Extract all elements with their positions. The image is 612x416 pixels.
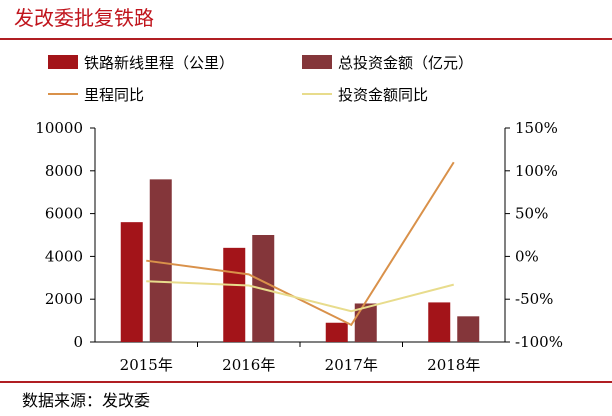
combo-chart: 铁路新线里程（公里） 总投资金额（亿元） 里程同比 投资金额同比 0 2000 4000 6… bbox=[35, 54, 563, 374]
legend-label: 投资金额同比 bbox=[338, 86, 428, 104]
right-tick-label: 150% bbox=[515, 119, 558, 137]
legend: 铁路新线里程（公里） 总投资金额（亿元） 里程同比 投资金额同比 bbox=[48, 54, 473, 104]
x-tick-label: 2015年 bbox=[120, 356, 173, 374]
bar bbox=[325, 322, 348, 342]
left-tick-label: 8000 bbox=[45, 162, 83, 180]
bar bbox=[428, 302, 451, 342]
series-line bbox=[146, 161, 455, 327]
right-tick-label: 0% bbox=[515, 247, 539, 265]
left-tick-label: 2000 bbox=[45, 290, 83, 308]
x-tick-label: 2017年 bbox=[325, 356, 378, 374]
title-divider bbox=[0, 38, 612, 40]
chart-title: 发改委批复铁路 bbox=[14, 6, 154, 30]
footer-divider bbox=[0, 381, 612, 383]
bar bbox=[149, 179, 172, 342]
bars bbox=[120, 179, 480, 342]
x-tick-label: 2018年 bbox=[427, 356, 480, 374]
series-line bbox=[146, 280, 455, 313]
source-note: 数据来源：发改委 bbox=[22, 391, 151, 410]
tick-labels: 0 2000 4000 6000 8000 10000 -100% -50% 0% 50% 100%… bbox=[35, 119, 563, 374]
bar bbox=[223, 247, 246, 342]
legend-swatch bbox=[48, 55, 78, 69]
left-tick-label: 4000 bbox=[45, 247, 83, 265]
left-tick-label: 6000 bbox=[45, 205, 83, 223]
x-tick-label: 2016年 bbox=[222, 356, 275, 374]
legend-label: 总投资金额（亿元） bbox=[338, 54, 473, 72]
right-tick-label: -50% bbox=[515, 290, 553, 308]
right-tick-label: -100% bbox=[515, 333, 563, 351]
right-tick-label: 100% bbox=[515, 162, 558, 180]
left-tick-label: 0 bbox=[73, 333, 83, 351]
lines bbox=[146, 161, 455, 327]
bar bbox=[354, 303, 377, 342]
left-tick-label: 10000 bbox=[35, 119, 83, 137]
legend-label: 铁路新线里程（公里） bbox=[84, 54, 234, 72]
bar bbox=[120, 222, 143, 342]
right-tick-label: 50% bbox=[515, 205, 548, 223]
legend-label: 里程同比 bbox=[84, 86, 144, 104]
legend-swatch bbox=[302, 55, 332, 69]
bar bbox=[457, 316, 480, 342]
